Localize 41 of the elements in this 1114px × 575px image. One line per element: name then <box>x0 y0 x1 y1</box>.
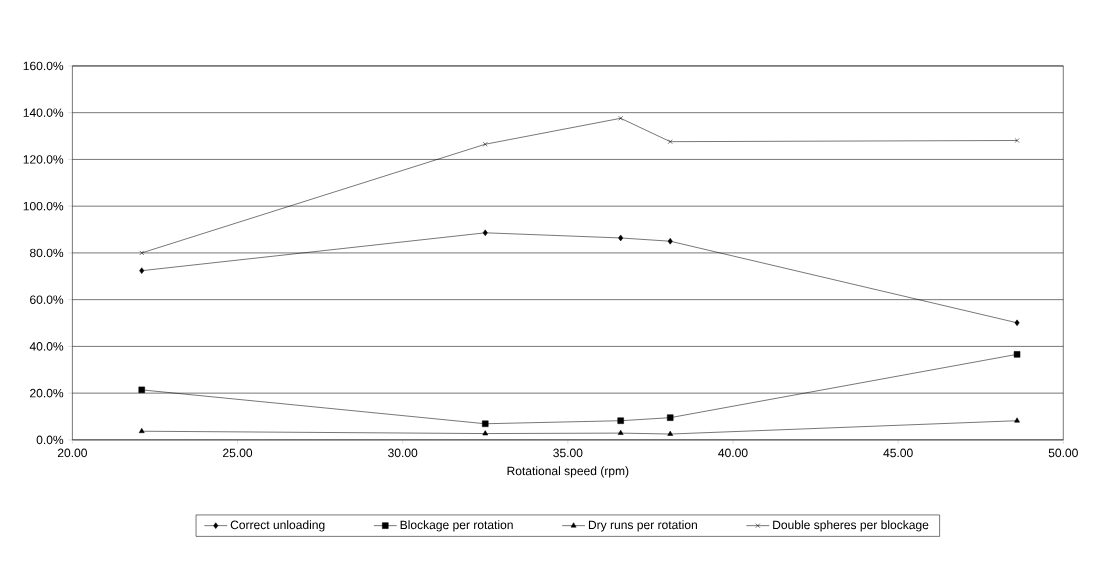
point <box>139 250 145 256</box>
point <box>1014 319 1020 326</box>
point <box>667 414 674 421</box>
point <box>667 237 673 245</box>
y-tick-label: 80.0% <box>29 248 64 258</box>
x-tick-label: 50.00 <box>1048 448 1078 458</box>
x-tick-label: 30.00 <box>388 448 418 458</box>
point <box>667 430 674 436</box>
x-tick-label: 40.00 <box>718 448 748 458</box>
point <box>139 267 145 274</box>
point <box>1013 351 1021 358</box>
y-tick-label: 20.0% <box>30 388 64 398</box>
legend-label: Blockage per rotation <box>400 520 513 532</box>
point <box>138 386 145 394</box>
y-tick-label: 60.0% <box>30 295 64 304</box>
point <box>482 430 489 436</box>
x-tick-label: 25.00 <box>223 448 253 458</box>
y-tick-label: 100.0% <box>23 201 64 211</box>
x-tick-label: 20.00 <box>57 448 87 458</box>
y-tick-label: 40.0% <box>29 342 64 351</box>
point <box>1014 417 1020 423</box>
legend-label: Correct unloading <box>230 520 325 532</box>
point <box>138 427 145 433</box>
x-axis-title: Rotational speed (rpm) <box>507 466 629 478</box>
point <box>482 229 488 236</box>
point <box>617 417 624 424</box>
legend-label: Double spheres per blockage <box>773 520 929 532</box>
point <box>482 141 488 147</box>
point <box>618 115 624 121</box>
point <box>667 139 673 144</box>
point <box>617 429 624 435</box>
x-tick-label: 45.00 <box>883 448 913 458</box>
x-tick-label: 35.00 <box>553 448 583 458</box>
legend-label: Dry runs per rotation <box>588 520 697 532</box>
point <box>1014 138 1020 143</box>
y-tick-label: 120.0% <box>23 155 64 164</box>
point <box>618 234 624 242</box>
point <box>482 420 489 427</box>
y-tick-label: 140.0% <box>23 108 64 117</box>
y-tick-label: 160.0% <box>23 61 64 71</box>
y-tick-label: 0.0% <box>36 435 64 445</box>
